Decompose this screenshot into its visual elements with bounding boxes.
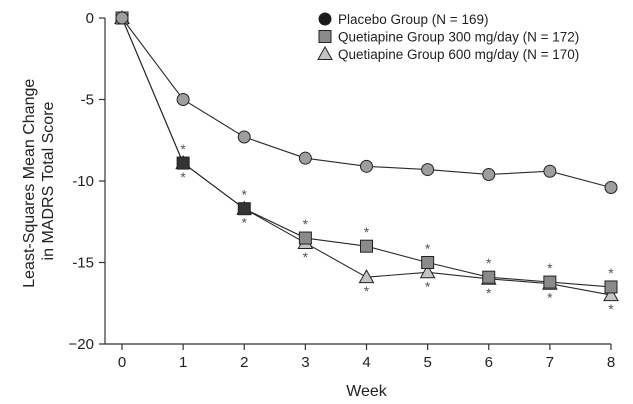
data-point-square: [237, 202, 251, 216]
series-markers: [114, 9, 619, 302]
data-point-square: [176, 156, 190, 170]
x-tick-label: 3: [301, 354, 309, 371]
legend-label: Quetiapine Group 600 mg/day (N = 170): [338, 47, 579, 62]
significance-star-lower: *: [242, 215, 248, 231]
legend-marker-square: [318, 30, 332, 43]
x-tick-label: 6: [485, 354, 493, 371]
y-axis-title-line-1: Least-Squares Mean Change: [21, 79, 38, 288]
x-tick-label: 7: [546, 354, 554, 371]
x-tick-label: 0: [118, 354, 126, 371]
significance-star-upper: *: [303, 216, 309, 232]
x-tick-label: 4: [362, 354, 370, 371]
data-point-circle: [421, 163, 435, 177]
y-tick-label: -5: [81, 92, 94, 109]
data-point-circle: [482, 167, 496, 181]
significance-star-upper: *: [425, 241, 431, 257]
data-point-square: [421, 256, 435, 269]
y-axis-title: Least-Squares Mean Change in MADRS Total…: [21, 74, 57, 287]
y-axis-title-line-2: in MADRS Total Score: [40, 101, 57, 260]
y-tick-label: −20: [69, 336, 94, 353]
legend-marker-triangle: [317, 45, 333, 60]
y-tick-label: -10: [72, 173, 94, 190]
legend: Placebo Group (N = 169) Quetiapine Group …: [317, 12, 579, 62]
significance-star-lower: *: [547, 290, 553, 306]
data-point-circle: [604, 181, 618, 195]
significance-star-lower: *: [180, 169, 186, 185]
data-point-circle: [176, 93, 190, 106]
data-point-square: [298, 231, 312, 245]
data-point-square: [360, 239, 373, 253]
data-point-circle: [298, 151, 312, 165]
y-tick-label: 0: [86, 10, 94, 27]
data-point-square: [604, 280, 618, 294]
significance-star-upper: *: [242, 187, 248, 203]
data-point-triangle: [603, 287, 619, 302]
data-point-circle: [237, 130, 251, 144]
x-tick-label: 5: [423, 354, 431, 371]
x-tick-label: 1: [179, 354, 187, 371]
significance-star-lower: *: [608, 301, 614, 317]
significance-star-upper: *: [608, 265, 614, 281]
legend-label: Placebo Group (N = 169): [338, 12, 488, 27]
y-ticks: 0 -5 -10 -15 −20: [69, 10, 105, 353]
data-point-circle: [360, 159, 373, 173]
data-point-triangle: [419, 264, 436, 279]
significance-star-lower: *: [364, 283, 370, 299]
data-point-square: [482, 270, 496, 284]
significance-stars: * * * * * * * * * * * * * * * *: [180, 141, 614, 317]
legend-marker-circle: [318, 12, 332, 26]
x-ticks: 0 1 2 3 4 5 6 7 8: [118, 344, 615, 371]
data-point-triangle: [358, 269, 375, 284]
x-axis-title: Week: [346, 383, 388, 400]
significance-star-upper: *: [547, 260, 553, 276]
data-point-circle: [115, 11, 129, 25]
significance-star-lower: *: [303, 249, 309, 265]
significance-star-lower: *: [425, 278, 431, 294]
y-tick-label: -15: [72, 255, 94, 272]
significance-star-upper: *: [486, 255, 492, 271]
significance-star-upper: *: [364, 224, 370, 240]
significance-star-upper: *: [180, 141, 186, 157]
legend-label: Quetiapine Group 300 mg/day (N = 172): [338, 30, 579, 45]
data-point-square: [543, 275, 557, 289]
x-tick-label: 2: [240, 354, 248, 371]
significance-star-lower: *: [486, 285, 492, 301]
data-point-circle: [543, 164, 557, 178]
x-tick-label: 8: [607, 354, 615, 371]
